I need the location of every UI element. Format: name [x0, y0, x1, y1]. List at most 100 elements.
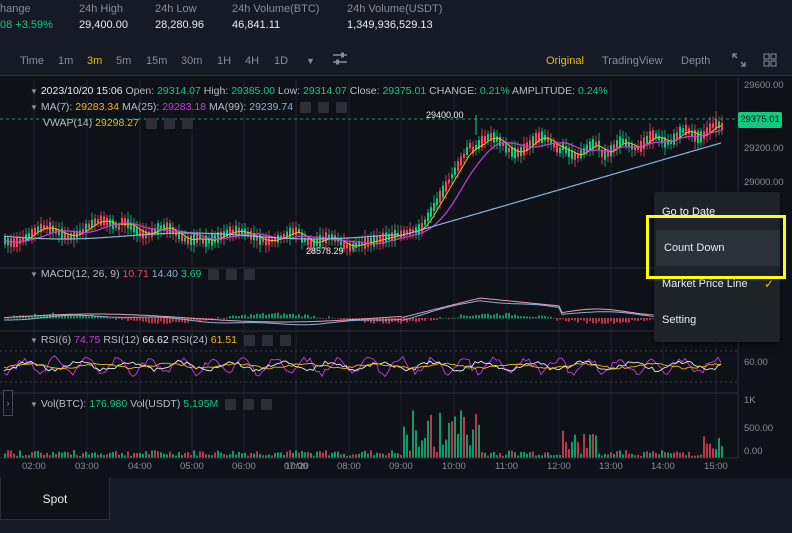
volume-bar [424, 437, 426, 458]
caret-down-icon[interactable]: ▼ [306, 56, 315, 66]
expand-sidebar-button[interactable]: › [3, 390, 13, 416]
menu-item-count-down[interactable]: Count Down [656, 230, 780, 266]
volume-bar [283, 454, 285, 458]
candle-body [697, 131, 699, 144]
volume-bar [61, 452, 63, 458]
candle-body [190, 235, 192, 246]
macd-bar [466, 315, 468, 319]
close-icon[interactable] [335, 101, 347, 113]
timeframe-5m[interactable]: 5m [116, 55, 132, 67]
volume-bar [121, 452, 123, 458]
eye-icon[interactable] [243, 334, 255, 346]
candle-body [538, 132, 540, 143]
macd-bar [346, 318, 348, 320]
macd-bar [592, 318, 594, 324]
candle-body [427, 212, 429, 222]
stat-vol-btc-value: 46,841.11 [232, 19, 281, 31]
volume-bar [133, 453, 135, 458]
macd-bar [7, 318, 9, 320]
collapse-icon[interactable]: ▼ [30, 87, 38, 96]
vol-legend: ▼ Vol(BTC): 176.980 Vol(USDT) 5.195M [30, 398, 273, 410]
timeframe-1h[interactable]: 1H [217, 55, 232, 67]
candle-body [607, 149, 609, 157]
volume-bar [277, 452, 279, 458]
macd-bar [637, 318, 639, 322]
macd-bar [193, 318, 195, 320]
close-icon[interactable] [244, 268, 256, 280]
settings-icon[interactable] [317, 101, 329, 113]
macd-bar [103, 316, 105, 319]
eye-icon[interactable] [225, 398, 237, 410]
time-label: 12:00 [547, 461, 571, 472]
price-label-29200: 29200.00 [744, 143, 784, 154]
collapse-icon[interactable]: ▼ [30, 400, 38, 409]
volume-bar [664, 452, 666, 458]
macd-bar [118, 317, 120, 319]
signal-line [4, 300, 722, 326]
macd-bar [259, 314, 261, 319]
timeframe-1m[interactable]: 1m [58, 55, 74, 67]
candle-body [685, 124, 687, 136]
volume-bar [721, 446, 723, 458]
candle-body [394, 230, 396, 241]
candle-body [82, 228, 84, 233]
settings-icon[interactable] [226, 268, 238, 280]
eye-icon[interactable] [299, 101, 311, 113]
timeframe-30m[interactable]: 30m [181, 55, 203, 67]
macd-bar [343, 318, 345, 320]
stat-low-label: 24h Low [155, 3, 197, 15]
grid-icon[interactable] [763, 53, 777, 70]
candlestick-chart[interactable] [0, 0, 792, 478]
expand-icon[interactable] [732, 53, 746, 70]
candle-body [586, 144, 588, 153]
timeframe-time[interactable]: Time [20, 55, 45, 67]
candle-body [64, 231, 66, 240]
view-depth[interactable]: Depth [681, 55, 711, 67]
settings-icon[interactable] [163, 117, 175, 129]
eye-icon[interactable] [145, 117, 157, 129]
collapse-icon[interactable]: ▼ [30, 336, 38, 345]
macd-bar [523, 316, 525, 319]
candle-body [163, 224, 165, 231]
macd-bar [427, 318, 429, 319]
view-tradingview[interactable]: TradingView [602, 55, 663, 67]
rsi-legend: ▼ RSI(6) 74.75 RSI(12) 66.62 RSI(24) 61.… [30, 334, 291, 346]
view-original[interactable]: Original [546, 55, 584, 67]
candle-body [229, 226, 231, 238]
candle-body [457, 161, 459, 171]
volume-bar [535, 455, 537, 458]
vol-usdt-value: 5.195M [183, 398, 219, 410]
macd-bar [499, 315, 501, 319]
timeframe-15m[interactable]: 15m [146, 55, 168, 67]
close-icon[interactable] [181, 117, 193, 129]
volume-bar [232, 450, 234, 458]
candle-body [547, 136, 549, 143]
menu-item-go-to-date[interactable]: Go to Date [662, 206, 716, 218]
macd-bar [373, 318, 375, 324]
settings-icon[interactable] [261, 334, 273, 346]
macd-bar [286, 314, 288, 319]
macd-bar [541, 315, 543, 319]
close-icon[interactable] [279, 334, 291, 346]
candle-body [451, 174, 453, 179]
candle-body [256, 235, 258, 241]
timeframe-3m[interactable]: 3m [87, 55, 103, 67]
menu-item-setting[interactable]: Setting [662, 314, 697, 326]
collapse-icon[interactable]: ▼ [30, 103, 38, 112]
tab-spot[interactable]: Spot [0, 478, 110, 520]
time-label: 11:00 [495, 461, 519, 472]
timeframe-4h[interactable]: 4H [245, 55, 260, 67]
candle-body [616, 140, 618, 148]
timeframe-1d[interactable]: 1D [274, 55, 289, 67]
collapse-icon[interactable]: ▼ [30, 270, 38, 279]
settings-icon[interactable] [243, 398, 255, 410]
volume-bar [190, 454, 192, 458]
close-icon[interactable] [261, 398, 273, 410]
sliders-icon[interactable] [332, 52, 348, 69]
eye-icon[interactable] [208, 268, 220, 280]
macd-bar [634, 318, 636, 321]
macd-bar [166, 318, 168, 324]
candle-body [553, 142, 555, 148]
menu-item-market-price-line[interactable]: Market Price Line ✓ [654, 266, 780, 302]
candle-body [43, 225, 45, 230]
